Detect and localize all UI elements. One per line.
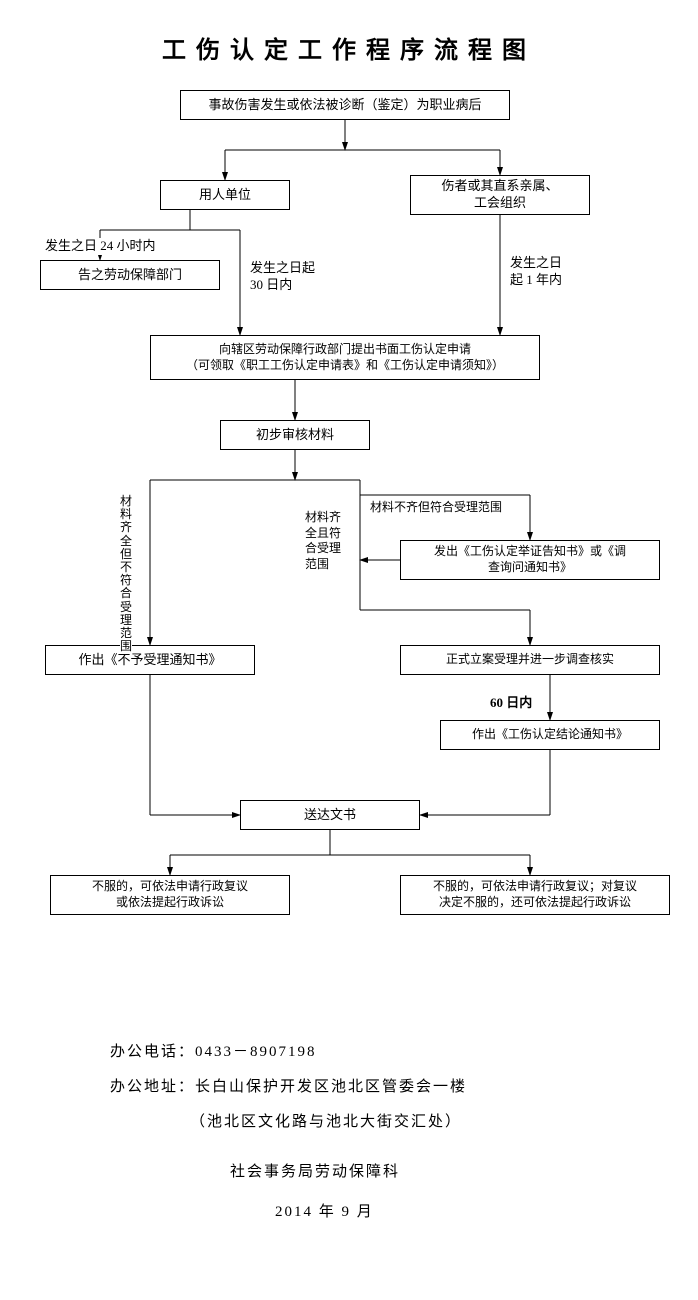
label-complete-in-scope: 材料齐 全且符 合受理 范围 — [305, 510, 341, 572]
node-review: 初步审核材料 — [220, 420, 370, 450]
footer-addr2: （池北区文化路与池北大街交汇处） — [190, 1110, 462, 1131]
node-apply: 向辖区劳动保障行政部门提出书面工伤认定申请 （可领取《职工工伤认定申请表》和《工… — [150, 335, 540, 380]
label-incomplete-in-scope: 材料不齐但符合受理范围 — [370, 500, 502, 516]
node-employer: 用人单位 — [160, 180, 290, 210]
label-30d: 发生之日起 30 日内 — [250, 260, 315, 294]
node-start: 事故伤害发生或依法被诊断（鉴定）为职业病后 — [180, 90, 510, 120]
node-deliver: 送达文书 — [240, 800, 420, 830]
footer-phone: 办公电话：0433－8907198 — [110, 1040, 317, 1061]
node-accept: 正式立案受理并进一步调查核实 — [400, 645, 660, 675]
label-60d: 60 日内 — [490, 695, 532, 712]
page-title: 工伤认定工作程序流程图 — [0, 30, 698, 65]
footer-addr-value: 长白山保护开发区池北区管委会一楼 — [195, 1079, 467, 1095]
footer-dept: 社会事务局劳动保障科 — [230, 1160, 400, 1181]
node-issue-notice: 发出《工伤认定举证告知书》或《调 查询问通知书》 — [400, 540, 660, 580]
node-notify: 告之劳动保障部门 — [40, 260, 220, 290]
footer-phone-label: 办公电话： — [110, 1044, 195, 1060]
footer-date: 2014 年 9 月 — [275, 1200, 374, 1221]
label-24h: 发生之日 24 小时内 — [45, 238, 156, 255]
node-reject: 作出《不予受理通知书》 — [45, 645, 255, 675]
footer-addr-label: 办公地址： — [110, 1079, 195, 1095]
node-appeal-right: 不服的，可依法申请行政复议；对复议 决定不服的，还可依法提起行政诉讼 — [400, 875, 670, 915]
footer-phone-value: 0433－8907198 — [195, 1044, 317, 1060]
node-conclusion: 作出《工伤认定结论通知书》 — [440, 720, 660, 750]
node-victim: 伤者或其直系亲属、 工会组织 — [410, 175, 590, 215]
label-1y: 发生之日 起 1 年内 — [510, 255, 562, 289]
label-complete-not-in-scope: 材 料 齐 全 但 不 符 合 受 理 范 围 — [120, 495, 132, 653]
node-appeal-left: 不服的，可依法申请行政复议 或依法提起行政诉讼 — [50, 875, 290, 915]
footer-addr: 办公地址：长白山保护开发区池北区管委会一楼 — [110, 1075, 467, 1096]
